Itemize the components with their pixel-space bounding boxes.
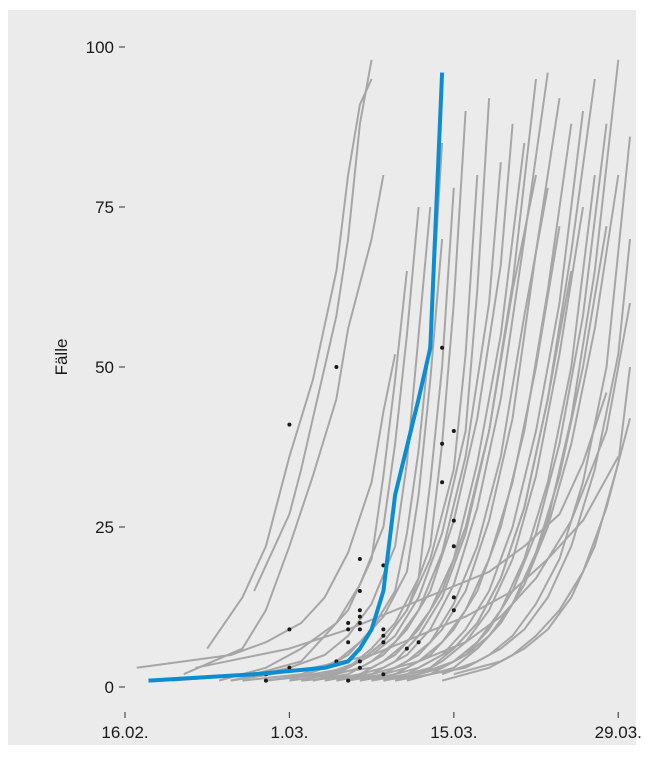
data-point-marker <box>381 672 386 677</box>
data-point-marker <box>287 422 292 427</box>
data-point-marker <box>346 678 351 683</box>
y-tick-label: 75 <box>95 198 114 217</box>
data-point-marker <box>440 441 445 446</box>
series-line-8 <box>265 187 455 682</box>
series-line-34 <box>453 366 631 676</box>
y-axis-title: Fälle <box>52 339 71 376</box>
data-point-marker <box>287 627 292 632</box>
series-line-16 <box>336 174 537 682</box>
data-point-marker <box>346 621 351 625</box>
series-line-21 <box>359 123 573 682</box>
data-point-marker <box>357 614 362 619</box>
series-line-25 <box>383 78 596 682</box>
data-point-marker <box>381 627 386 632</box>
data-point-marker <box>451 595 456 600</box>
series-line-5 <box>171 270 408 682</box>
series-line-3 <box>183 174 385 676</box>
highlight-series-line <box>148 72 445 683</box>
series-line-18 <box>347 187 549 682</box>
y-tick-label: 0 <box>105 678 114 697</box>
series-line-17 <box>336 72 549 682</box>
series-line-4 <box>136 354 397 669</box>
series-line-38 <box>218 206 420 682</box>
y-tick-label: 100 <box>86 38 114 57</box>
data-point-marker <box>404 646 409 651</box>
data-point-marker <box>357 557 362 561</box>
data-point-marker <box>346 640 351 645</box>
x-tick-label: 29.03. <box>595 723 642 742</box>
data-point-marker <box>263 678 268 683</box>
series-line-13 <box>312 123 514 682</box>
data-point-marker <box>451 518 456 523</box>
series-line-23 <box>371 110 584 682</box>
y-tick-label: 50 <box>95 358 114 377</box>
data-point-marker <box>440 480 445 485</box>
data-point-marker <box>381 563 386 568</box>
data-point-marker <box>357 627 362 632</box>
y-tick-label: 25 <box>95 518 114 537</box>
series-line-30 <box>418 174 620 676</box>
background-series-group <box>136 59 631 682</box>
x-tick-label: 16.02. <box>101 723 148 742</box>
data-point-marker <box>357 621 362 625</box>
data-point-marker <box>416 640 421 645</box>
data-point-marker <box>346 627 351 632</box>
data-point-marker <box>357 659 362 664</box>
data-point-marker <box>287 665 292 670</box>
data-point-marker <box>381 640 386 645</box>
series-line-2 <box>253 59 373 592</box>
series-line-1 <box>206 78 373 650</box>
highlight-series-group <box>148 72 445 683</box>
data-point-marker <box>381 633 386 638</box>
series-line-11 <box>300 98 491 682</box>
data-point-marker <box>451 608 456 613</box>
data-point-marker <box>440 345 445 350</box>
data-point-marker <box>334 365 339 369</box>
data-point-marker <box>357 665 362 670</box>
marker-group <box>252 345 456 683</box>
series-line-32 <box>441 238 631 676</box>
data-point-marker <box>451 429 456 433</box>
data-point-marker <box>451 544 456 549</box>
x-tick-label: 15.03. <box>430 723 477 742</box>
series-line-37 <box>301 302 631 682</box>
series-line-19 <box>347 98 561 682</box>
axes: 0 25 50 75 100 16.02. 1.03. 15.03. 29.03. <box>86 38 642 742</box>
x-tick-label: 1.03. <box>271 723 309 742</box>
data-point-marker <box>357 589 362 593</box>
series-line-35 <box>195 392 608 669</box>
data-point-marker <box>357 608 362 613</box>
series-line-6 <box>230 206 432 682</box>
series-line-10 <box>289 174 479 682</box>
